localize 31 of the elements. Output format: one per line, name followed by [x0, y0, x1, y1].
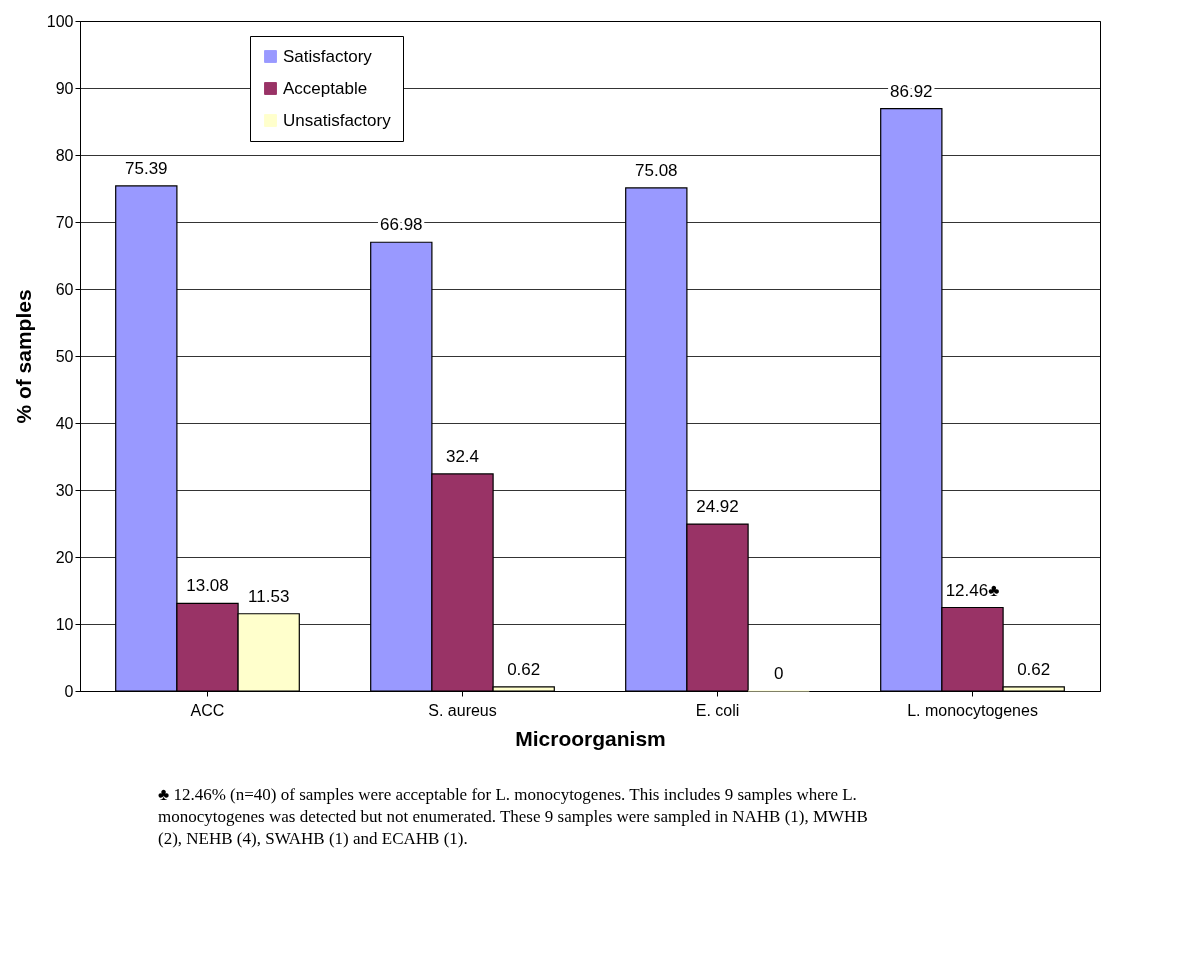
data-label: 0.62 — [1017, 659, 1051, 679]
x-tick-label: S. aureus — [428, 701, 497, 719]
data-label: 32.4 — [445, 446, 480, 466]
x-tick-label: E. coli — [695, 701, 740, 719]
text: ♣ 12.46% (n=40) of samples were acceptable for L. monocytogenes. This includes 9 samples where L. monocytogenes was detected but not enumerated. These 9 samples were sampled in NAHB (1), MWHB (2), NEHB (4), SWAHB (1) and ECAHB (1). — [158, 784, 869, 851]
y-tick-label: 60 — [55, 280, 74, 298]
y-tick-label: 100 — [46, 12, 74, 30]
data-label: 0 — [773, 664, 784, 683]
y-tick-label: 30 — [55, 481, 74, 499]
data-label: 24.92 — [696, 497, 739, 517]
y-tick-label: 70 — [55, 213, 74, 231]
y-tick-label: 10 — [55, 615, 74, 633]
data-label: 13.08 — [186, 576, 229, 596]
y-tick-label: 90 — [55, 79, 74, 97]
data-label: 75.39 — [125, 158, 168, 178]
y-tick-label: 50 — [55, 347, 74, 365]
y-tick-label: 20 — [55, 548, 74, 566]
legend-label: Acceptable — [283, 78, 368, 98]
data-label: 12.46♣ — [945, 580, 1000, 600]
data-label: 11.53 — [248, 586, 290, 606]
legend-label: Unsatisfactory — [283, 110, 392, 130]
y-tick-label: 40 — [55, 414, 74, 432]
data-label: 0.62 — [507, 659, 541, 679]
legend-label: Satisfactory — [283, 46, 373, 66]
y-tick-label: 80 — [55, 146, 74, 164]
x-axis-title: Microorganism — [515, 726, 666, 750]
data-label: 75.08 — [635, 160, 678, 180]
x-tick-label: L. monocytogenes — [907, 701, 1038, 719]
y-axis-title: % of samples — [11, 289, 35, 424]
y-tick-label: 0 — [64, 682, 74, 700]
x-tick-label: ACC — [190, 701, 225, 719]
